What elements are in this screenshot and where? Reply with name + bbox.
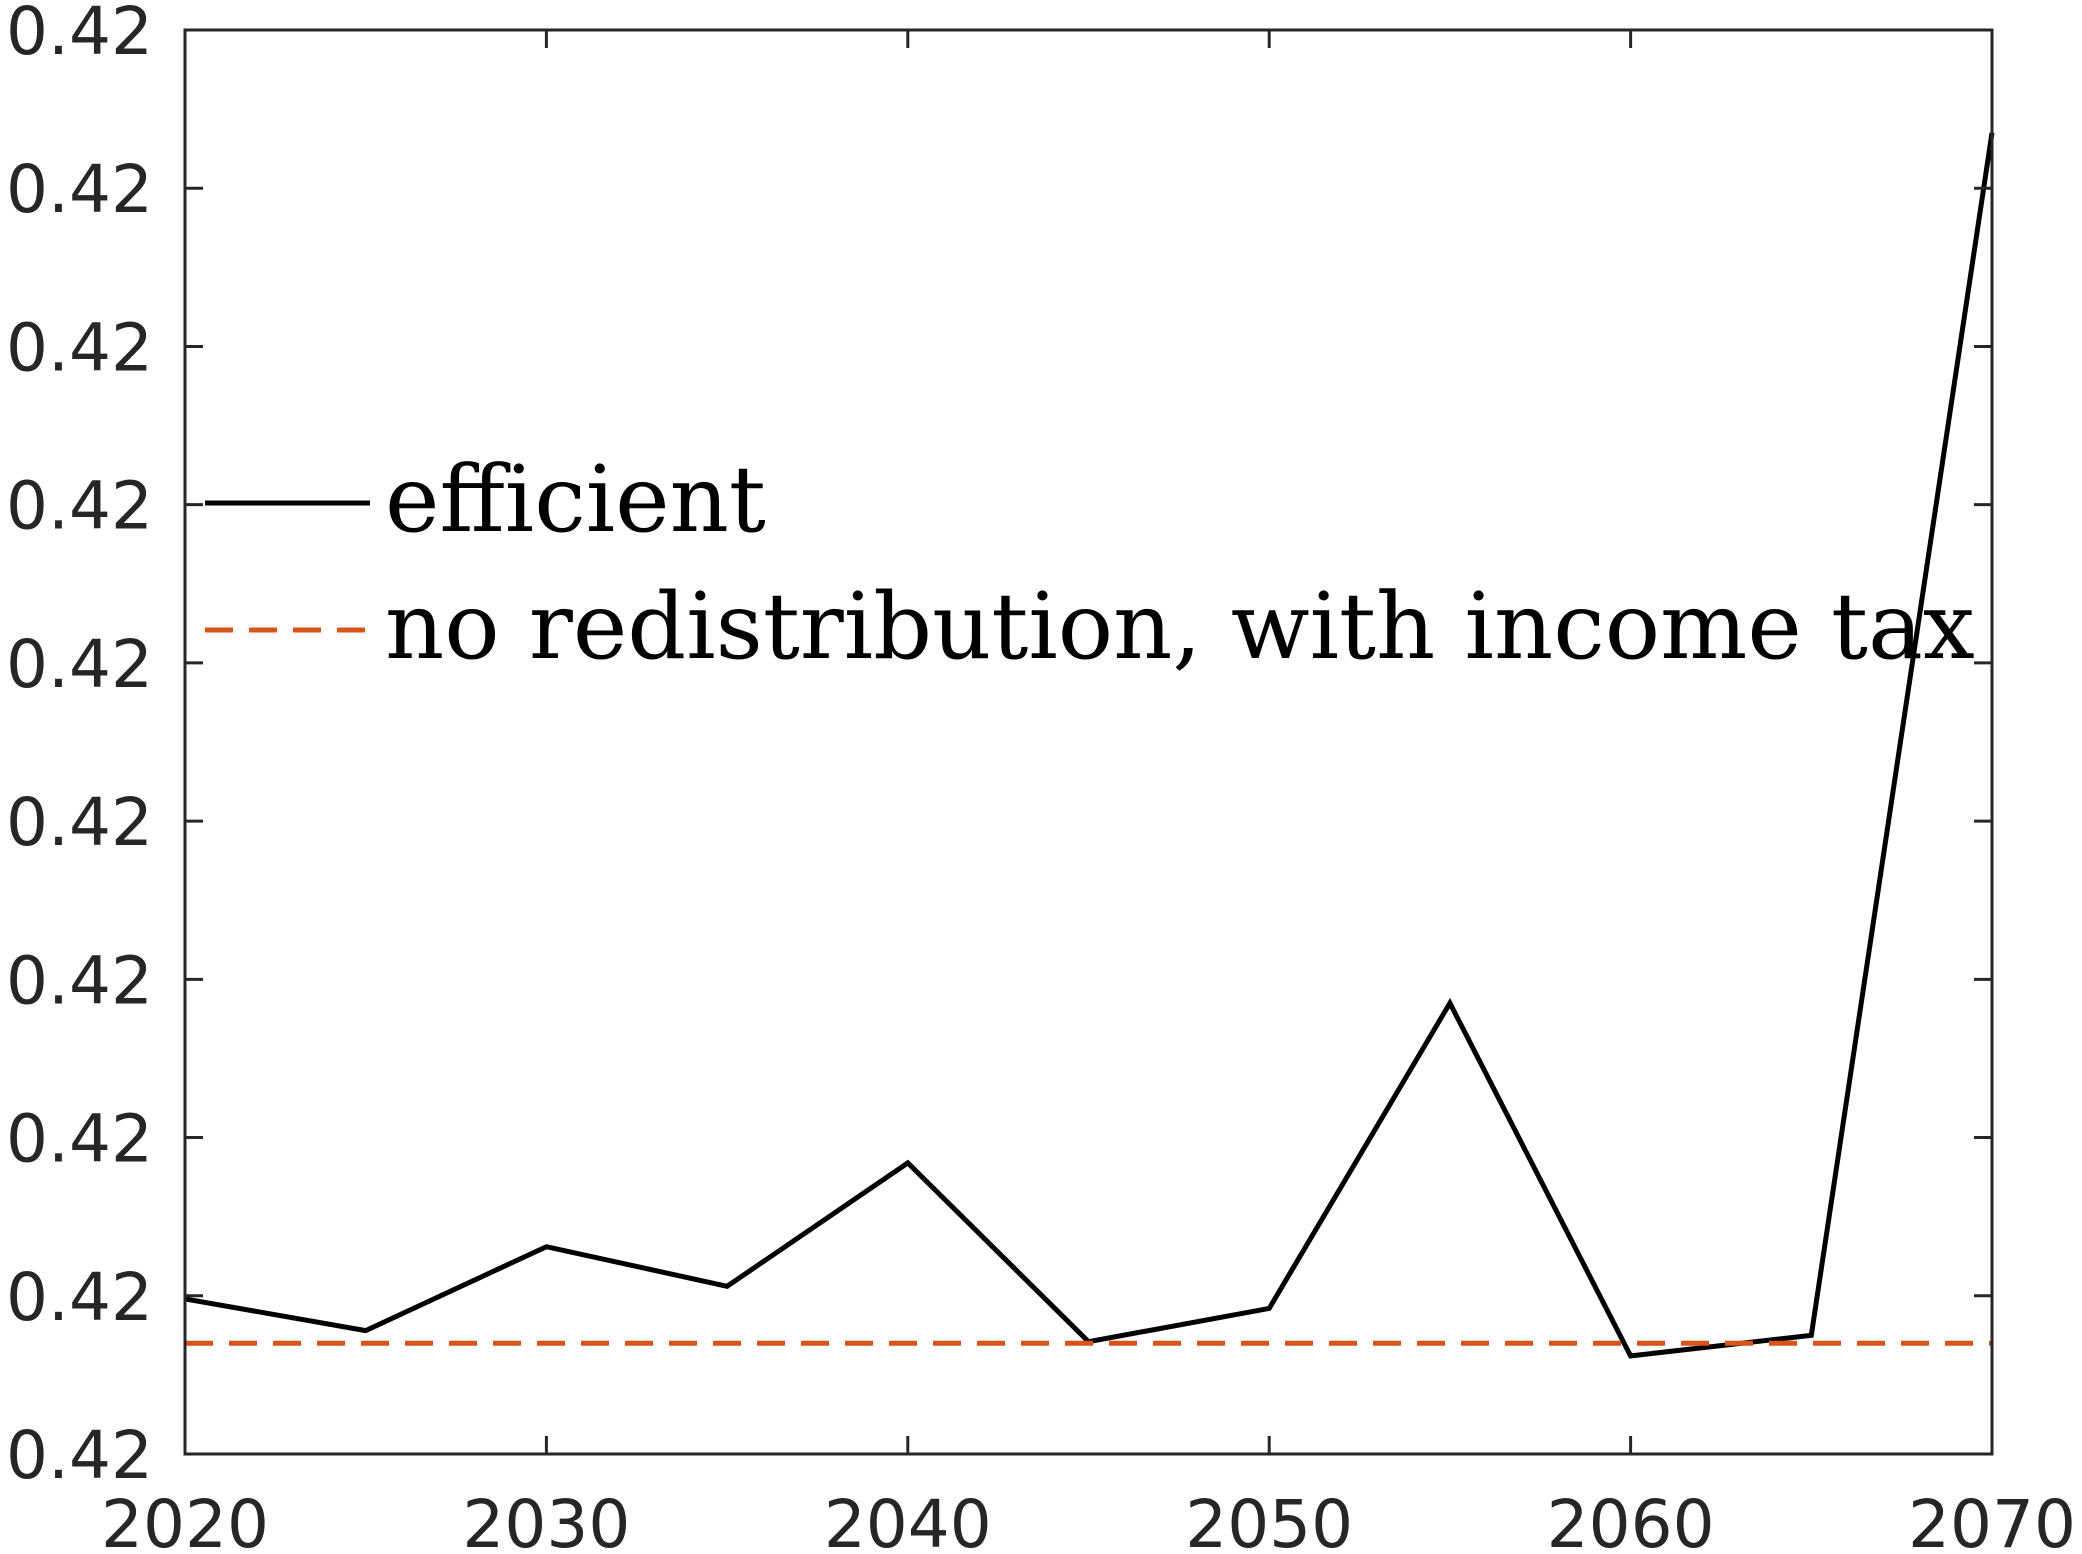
y-tick-label: 0.42 [6, 0, 153, 70]
x-tick-label: 2060 [1547, 1486, 1715, 1554]
x-tick-label: 2050 [1185, 1486, 1353, 1554]
plot-area [184, 132, 1995, 1359]
legend-label-1: no redistribution, with income tax [385, 573, 1975, 680]
x-tick-label: 2040 [824, 1486, 992, 1554]
y-tick-label: 0.42 [6, 151, 153, 228]
y-tick-label: 0.42 [6, 468, 153, 545]
x-tick-label: 2070 [1908, 1486, 2076, 1554]
legend: efficient no redistribution, with income … [205, 446, 1975, 680]
x-tick-label: 2020 [101, 1486, 269, 1554]
axes-frame [183, 28, 1994, 1456]
y-tick-label: 0.42 [6, 1259, 153, 1336]
legend-label-0: efficient [385, 446, 766, 553]
y-tick-label: 0.42 [6, 784, 153, 861]
y-tick-label: 0.42 [6, 1417, 153, 1494]
axis-ticks: 2020 2030 2040 2050 2060 2070 0.42 0.42 0.42 0.42… [6, 0, 2076, 1554]
y-tick-label: 0.42 [6, 309, 153, 386]
y-tick-label: 0.42 [6, 626, 153, 703]
x-tick-label: 2030 [462, 1486, 630, 1554]
y-tick-label: 0.42 [6, 942, 153, 1019]
y-tick-label: 0.42 [6, 1101, 153, 1178]
